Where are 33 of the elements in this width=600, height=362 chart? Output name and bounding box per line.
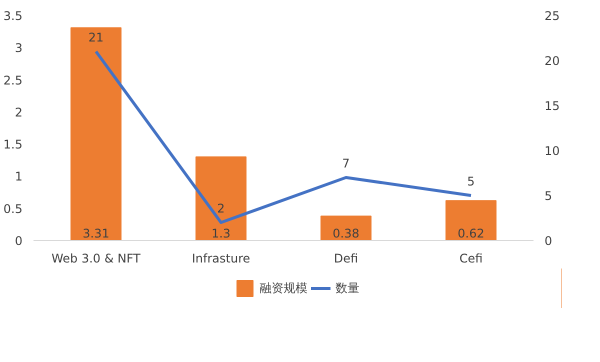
x-tick-label: Infrasture — [192, 252, 250, 266]
x-tick-label: Defi — [334, 252, 358, 266]
bar — [70, 27, 122, 240]
y2-tick-label: 5 — [544, 189, 552, 203]
y-tick-label: 2 — [14, 105, 23, 120]
data-label: 0.38 — [332, 226, 360, 240]
legend-label: 数量 — [336, 280, 360, 296]
bar — [320, 216, 372, 240]
bar — [196, 156, 246, 240]
y-tick-label: 1.5 — [3, 138, 23, 152]
data-label: 1.3 — [211, 226, 231, 240]
data-label: 21 — [88, 30, 104, 44]
y2-tick-label: 20 — [544, 54, 560, 68]
data-label: 2 — [217, 202, 225, 216]
y-tick-label: 3.5 — [3, 9, 23, 23]
data-label: 7 — [342, 156, 350, 170]
y-tick-label: 0.5 — [3, 202, 23, 216]
y-tick-label: 1 — [14, 170, 23, 184]
y2-tick-label: 0 — [544, 234, 552, 248]
y2-tick-label: 10 — [544, 144, 560, 158]
x-tick-label: Web 3.0 & NFT — [51, 252, 142, 266]
line-series — [94, 50, 472, 224]
y2-tick-label: 25 — [544, 9, 560, 23]
bar — [446, 200, 496, 240]
y-tick-label: 0 — [14, 234, 23, 248]
y-tick-label: 3 — [14, 41, 23, 56]
data-label: 0.62 — [458, 226, 484, 240]
y2-tick-label: 15 — [544, 99, 560, 113]
y-tick-label: 2.5 — [3, 73, 23, 88]
data-label: 5 — [467, 174, 475, 188]
data-label: 3.31 — [82, 226, 110, 240]
x-tick-label: Cefi — [459, 252, 483, 266]
legend-label: 融资规模 — [260, 280, 308, 296]
